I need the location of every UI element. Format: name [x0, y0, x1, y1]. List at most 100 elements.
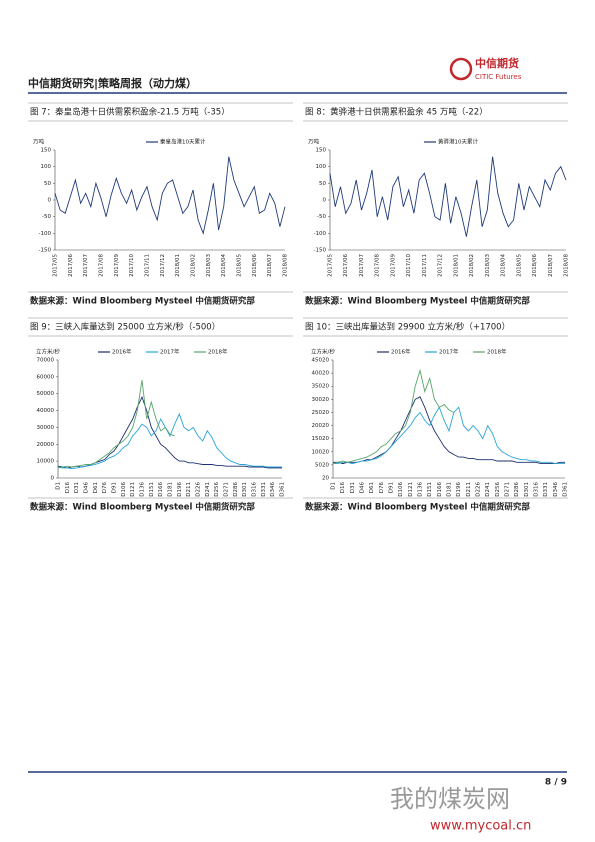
- x-tick-label: D241: [205, 482, 211, 497]
- legend-label: 2018年: [487, 348, 507, 356]
- y-tick-label: 60000: [37, 374, 55, 380]
- y-tick-label: 30000: [37, 425, 55, 431]
- x-tick-label: 2017/07: [359, 254, 365, 277]
- x-tick-label: D346: [270, 482, 276, 497]
- y-tick-label: 45020: [312, 358, 330, 364]
- x-tick-label: D16: [65, 482, 71, 494]
- y-tick-label: 40000: [37, 408, 55, 414]
- legend-label: 2017年: [160, 348, 180, 356]
- y-tick-label: 70000: [37, 358, 55, 364]
- y-tick-label: 50: [319, 181, 326, 187]
- x-tick-label: 2018/08: [283, 254, 289, 277]
- x-tick-label: D91: [389, 482, 395, 493]
- series-line: [332, 368, 455, 465]
- x-tick-label: D286: [514, 482, 520, 497]
- x-tick-label: D211: [186, 482, 192, 497]
- x-tick-label: 2018/03: [206, 254, 212, 277]
- series-line: [329, 156, 567, 237]
- y-tick-label: 20000: [37, 442, 55, 448]
- legend-label: 2016年: [112, 348, 132, 356]
- x-tick-label: D226: [476, 482, 482, 497]
- legend-label: 2017年: [439, 348, 459, 356]
- x-tick-label: D196: [177, 482, 183, 497]
- y-tick-label: -150: [314, 248, 327, 254]
- series-line: [333, 406, 565, 465]
- y-tick-label: -50: [42, 214, 51, 220]
- logo: 中信期货 CITIC Futures: [449, 56, 522, 81]
- x-tick-label: D136: [140, 482, 146, 497]
- x-tick-label: 2018/07: [267, 254, 273, 277]
- logo-mark: [449, 57, 473, 81]
- x-tick-label: D211: [466, 482, 472, 497]
- x-tick-label: 2018/05: [237, 254, 243, 277]
- y-tick-label: 100: [41, 164, 52, 170]
- x-tick-label: D241: [485, 482, 491, 497]
- y-tick-label: -50: [317, 214, 326, 220]
- x-tick-label: 2018/04: [221, 254, 227, 277]
- y-tick-label: 150: [316, 148, 327, 154]
- x-tick-label: D256: [495, 482, 501, 497]
- y-tick-label: 20020: [312, 423, 330, 429]
- x-tick-label: D286: [233, 482, 239, 497]
- x-tick-label: D316: [252, 482, 258, 497]
- x-tick-label: 2018/03: [485, 254, 491, 277]
- y-tick-label: -150: [39, 248, 52, 254]
- y-axis-label: 万吨: [33, 138, 45, 146]
- x-tick-label: 2017/12: [438, 254, 444, 277]
- x-tick-label: D46: [360, 482, 366, 494]
- x-tick-label: D271: [505, 482, 511, 497]
- x-tick-label: 2018/06: [532, 254, 538, 277]
- y-tick-label: 0: [51, 476, 55, 482]
- figure-caption: 图 9：三峡入库量达到 25000 立方米/秒（-500）: [30, 322, 220, 333]
- y-tick-label: 5020: [315, 462, 329, 468]
- x-tick-label: 2017/08: [375, 254, 381, 277]
- figure-source: 数据来源：Wind Bloomberg Mysteel 中信期货研究部: [30, 502, 255, 513]
- x-tick-label: D106: [121, 482, 127, 497]
- y-tick-label: 25020: [312, 410, 330, 416]
- x-tick-label: 2017/11: [422, 254, 428, 277]
- x-tick-label: 2017/09: [114, 254, 120, 277]
- x-tick-label: D91: [112, 482, 118, 493]
- x-tick-label: D16: [340, 482, 346, 494]
- x-tick-label: D31: [350, 482, 356, 493]
- x-tick-label: D301: [524, 482, 530, 497]
- y-axis-label: 万吨: [308, 138, 320, 146]
- y-tick-label: 40020: [312, 371, 330, 377]
- x-tick-label: 2017/10: [129, 254, 135, 277]
- legend-label: 2018年: [208, 348, 228, 356]
- series-line: [54, 156, 286, 235]
- x-tick-label: D166: [437, 482, 443, 497]
- x-tick-label: D151: [427, 482, 433, 497]
- y-tick-label: 15020: [312, 436, 330, 442]
- x-tick-label: D151: [149, 482, 155, 497]
- figure-source: 数据来源：Wind Bloomberg Mysteel 中信期货研究部: [30, 296, 255, 307]
- header-title: 中信期货研究|策略周报（动力煤）: [28, 76, 197, 90]
- x-tick-label: 2018/01: [175, 254, 181, 277]
- x-tick-label: D316: [534, 482, 540, 497]
- y-tick-label: 50: [44, 181, 51, 187]
- y-tick-label: 30020: [312, 397, 330, 403]
- y-tick-label: 50000: [37, 391, 55, 397]
- x-tick-label: 2018/02: [469, 254, 475, 277]
- x-tick-label: D271: [224, 482, 230, 497]
- logo-cn: 中信期货: [475, 56, 519, 70]
- series-line: [57, 380, 175, 469]
- figure-source: 数据来源：Wind Bloomberg Mysteel 中信期货研究部: [305, 502, 530, 513]
- x-tick-label: D61: [93, 482, 99, 493]
- y-tick-label: 0: [48, 198, 52, 204]
- legend-label: 2016年: [391, 348, 411, 356]
- x-tick-label: D31: [74, 482, 80, 493]
- x-tick-label: 2017/11: [145, 254, 151, 277]
- figure-source: 数据来源：Wind Bloomberg Mysteel 中信期货研究部: [305, 296, 530, 307]
- figure-caption: 图 10：三峡出库量达到 29900 立方米/秒（+1700）: [305, 322, 510, 333]
- x-tick-label: D301: [242, 482, 248, 497]
- series-line: [57, 395, 282, 469]
- x-tick-label: 2018/05: [516, 254, 522, 277]
- y-tick-label: 100: [316, 164, 327, 170]
- y-tick-label: 10000: [37, 459, 55, 465]
- x-tick-label: D256: [214, 482, 220, 497]
- x-tick-label: D121: [408, 482, 414, 497]
- x-tick-label: D76: [379, 482, 385, 494]
